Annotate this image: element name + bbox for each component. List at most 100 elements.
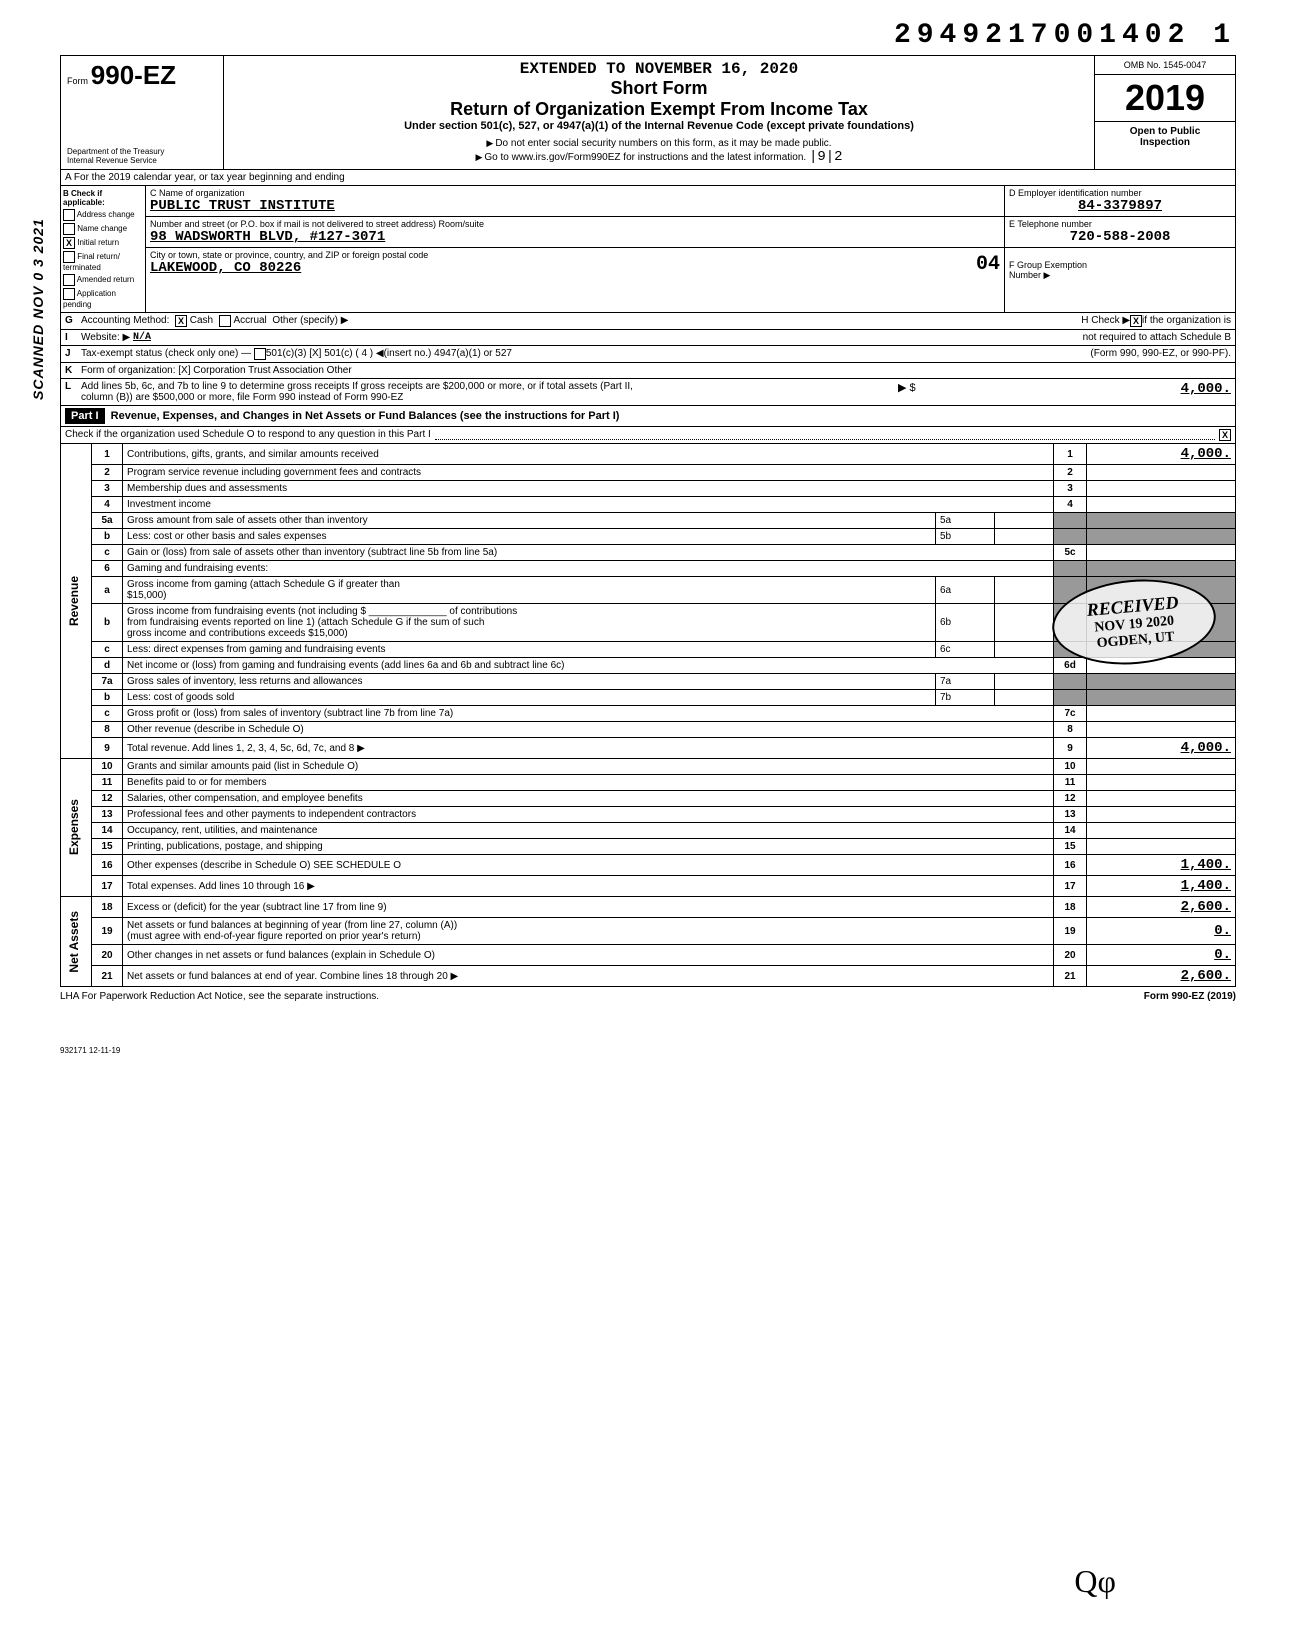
chk-accrual[interactable] <box>219 315 231 327</box>
lineno-14: 14 <box>1054 823 1087 839</box>
lineno-11: 11 <box>1054 775 1087 791</box>
lineno-9: 9 <box>1054 738 1087 759</box>
addr-label: Number and street (or P.O. box if mail i… <box>150 219 1000 229</box>
col-d-right: D Employer identification number 84-3379… <box>1005 186 1235 312</box>
scanned-stamp: SCANNED NOV 0 3 2021 <box>30 218 46 400</box>
line-desc-a: Gross income from gaming (attach Schedul… <box>123 577 936 604</box>
subline-value-6c <box>995 642 1054 658</box>
chk-final-return[interactable] <box>63 251 75 263</box>
chk-address-change[interactable] <box>63 209 75 221</box>
section-b-to-h: B Check if applicable: Address change Na… <box>60 186 1236 313</box>
bottom-id: 932171 12-11-19 <box>60 1046 1236 1055</box>
short-form-label: Short Form <box>230 78 1088 99</box>
note-extra: |9|2 <box>809 149 843 165</box>
lineno-5c: 5c <box>1054 545 1087 561</box>
amount-1: 4,000. <box>1087 444 1236 465</box>
lbl-cash: Cash <box>190 315 213 327</box>
lineno-shade-b <box>1054 690 1087 706</box>
subline-label-6b: 6b <box>936 604 995 642</box>
city-label: City or town, state or province, country… <box>150 250 428 260</box>
lineno-shade-b <box>1054 529 1087 545</box>
amount-shade-7a <box>1087 674 1236 690</box>
note-goto: Go to www.irs.gov/Form990EZ for instruct… <box>475 152 806 163</box>
chk-cash[interactable]: X <box>175 315 187 327</box>
amount-shade-c <box>1087 642 1236 658</box>
lbl-name-change: Name change <box>77 224 127 233</box>
line-desc-8: Other revenue (describe in Schedule O) <box>123 722 1054 738</box>
line-desc-4: Investment income <box>123 497 1054 513</box>
line-num-12: 12 <box>92 791 123 807</box>
amount-11 <box>1087 775 1236 791</box>
line-num-b: b <box>92 529 123 545</box>
chk-application-pending[interactable] <box>63 288 75 300</box>
tax-year: 2019 <box>1095 75 1235 122</box>
amount-6d <box>1087 658 1236 674</box>
extended-date: EXTENDED TO NOVEMBER 16, 2020 <box>230 60 1088 78</box>
chk-501c3[interactable] <box>254 348 266 360</box>
initials: Qφ <box>1074 1563 1116 1600</box>
line-desc-b: Less: cost of goods sold <box>123 690 936 706</box>
rows-g-to-l: G Accounting Method: X Cash Accrual Othe… <box>60 313 1236 406</box>
subline-value-7a <box>995 674 1054 690</box>
footer-right: Form 990-EZ (2019) <box>1144 991 1236 1002</box>
tel-value: 720-588-2008 <box>1009 229 1231 245</box>
lineno-shade-b <box>1054 604 1087 642</box>
line-desc-12: Salaries, other compensation, and employ… <box>123 791 1054 807</box>
part-i-title: Revenue, Expenses, and Changes in Net As… <box>111 410 620 422</box>
dept-label: Department of the Treasury Internal Reve… <box>67 147 217 165</box>
lineno-shade-7a <box>1054 674 1087 690</box>
amount-shade-b <box>1087 690 1236 706</box>
section-revenue: Revenue <box>61 444 92 759</box>
section-net assets: Net Assets <box>61 897 92 987</box>
subline-value-6a <box>995 577 1054 604</box>
amount-5c <box>1087 545 1236 561</box>
lineno-12: 12 <box>1054 791 1087 807</box>
col-b-checkboxes: B Check if applicable: Address change Na… <box>61 186 146 312</box>
line-num-11: 11 <box>92 775 123 791</box>
row-i-label: Website: ▶ <box>81 332 130 343</box>
subline-label-7a: 7a <box>936 674 995 690</box>
amount-9: 4,000. <box>1087 738 1236 759</box>
main-title: Return of Organization Exempt From Incom… <box>230 99 1088 120</box>
ein-label: D Employer identification number <box>1009 188 1231 198</box>
line-desc-9: Total revenue. Add lines 1, 2, 3, 4, 5c,… <box>123 738 1054 759</box>
chk-schedule-o[interactable]: X <box>1219 429 1231 441</box>
form-prefix: Form <box>67 76 88 86</box>
line-num-20: 20 <box>92 945 123 966</box>
line-num-21: 21 <box>92 966 123 987</box>
line-num-7a: 7a <box>92 674 123 690</box>
amount-shade-5a <box>1087 513 1236 529</box>
lineno-2: 2 <box>1054 465 1087 481</box>
line-num-1: 1 <box>92 444 123 465</box>
amount-14 <box>1087 823 1236 839</box>
amount-17: 1,400. <box>1087 876 1236 897</box>
chk-name-change[interactable] <box>63 223 75 235</box>
chk-amended[interactable] <box>63 274 75 286</box>
part-i-header: Part I Revenue, Expenses, and Changes in… <box>60 406 1236 427</box>
lineno-15: 15 <box>1054 839 1087 855</box>
line-num-3: 3 <box>92 481 123 497</box>
line-num-18: 18 <box>92 897 123 918</box>
form-number: 990-EZ <box>91 60 176 90</box>
amount-16: 1,400. <box>1087 855 1236 876</box>
amount-4 <box>1087 497 1236 513</box>
document-id: 2949217001402 1 <box>60 20 1236 51</box>
line-num-16: 16 <box>92 855 123 876</box>
chk-schedule-b[interactable]: X <box>1130 315 1142 327</box>
line-desc-16: Other expenses (describe in Schedule O) … <box>123 855 1054 876</box>
row-k-opts: [X] Corporation Trust Association Other <box>178 365 351 376</box>
lineno-16: 16 <box>1054 855 1087 876</box>
subline-value-5b <box>995 529 1054 545</box>
line-desc-10: Grants and similar amounts paid (list in… <box>123 759 1054 775</box>
row-i-schedule-b: not required to attach Schedule B <box>1083 332 1231 343</box>
row-k-label: Form of organization: <box>81 365 176 376</box>
chk-initial-return[interactable]: X <box>63 237 75 249</box>
line-desc-14: Occupancy, rent, utilities, and maintena… <box>123 823 1054 839</box>
line-desc-2: Program service revenue including govern… <box>123 465 1054 481</box>
row-h-text: if the organization is <box>1142 315 1231 327</box>
line-desc-b: Gross income from fundraising events (no… <box>123 604 936 642</box>
footer: LHA For Paperwork Reduction Act Notice, … <box>60 987 1236 1006</box>
line-desc-c: Gross profit or (loss) from sales of inv… <box>123 706 1054 722</box>
lineno-6d: 6d <box>1054 658 1087 674</box>
subline-label-6c: 6c <box>936 642 995 658</box>
